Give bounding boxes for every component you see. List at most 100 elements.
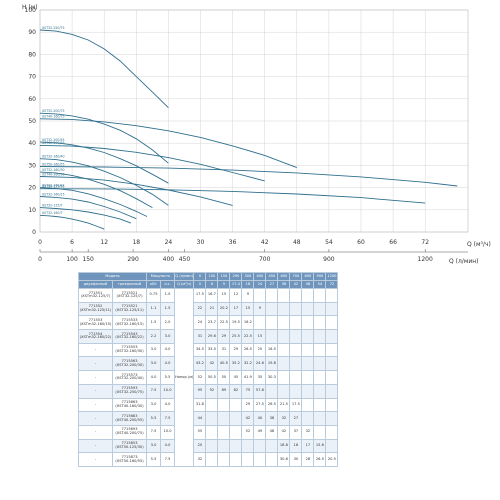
- table-row: -7715563 (XST32-200/30) 3.0 4.0 43.2 42 40.5 35…: [78, 356, 339, 372]
- head-value: 15: [253, 329, 267, 344]
- head-value: 20.5: [325, 452, 339, 467]
- head-value: [265, 301, 279, 317]
- head-value: [313, 370, 327, 385]
- head-value: 42: [277, 424, 291, 440]
- head-value: 52: [241, 424, 255, 440]
- plot-frame: [39, 9, 469, 233]
- x-tick-label-m3h: 12: [100, 239, 108, 246]
- power-hp: 10.0: [160, 424, 175, 440]
- series-curve: [39, 158, 169, 206]
- chart-curves: [39, 29, 458, 230]
- head-value: [325, 383, 339, 399]
- x-tick-label-m3h: 6: [70, 239, 74, 246]
- power-hp: 4.0: [160, 397, 175, 413]
- x-tick-label-m3h: 54: [325, 239, 333, 246]
- power-kw: 3.0: [146, 397, 161, 413]
- head-value: 44: [193, 411, 207, 426]
- head-value: [229, 452, 243, 467]
- head-value: 16.5: [265, 342, 279, 358]
- head-value: [325, 356, 339, 372]
- head-value: 17: [301, 438, 315, 454]
- model-single-phase: -: [78, 438, 113, 454]
- head-value: [325, 411, 339, 426]
- power-kw: 2.2: [146, 329, 161, 344]
- head-value: [289, 301, 303, 317]
- header-cell: 72: [325, 280, 339, 289]
- head-value: 89: [217, 383, 231, 399]
- head-value: [325, 315, 339, 331]
- head-value: [253, 315, 267, 331]
- header-cell: 36: [277, 280, 291, 289]
- head-value: [313, 397, 327, 413]
- head-value: 92: [205, 383, 219, 399]
- head-value: 95: [193, 383, 207, 399]
- table-row: -7715553 (XST32-160/30) 3.0 4.0 34.5 33.5 31 29…: [78, 342, 339, 358]
- head-value: [277, 301, 291, 317]
- head-value: [241, 452, 255, 467]
- series-label: XST40-200/55: [42, 141, 65, 145]
- head-value: [313, 356, 327, 372]
- head-value: 22: [193, 301, 207, 317]
- x-tick-label-lpm: 900: [323, 256, 335, 263]
- head-value: 42: [205, 356, 219, 372]
- header-cell: 54: [313, 280, 327, 289]
- header-cell: двухфазный: [78, 280, 113, 289]
- head-value: [265, 315, 279, 331]
- chart-axes: 0 10 20 30 40 50 60 70 80 90 100 0 6 12 18 24 30 36 42 48 54…: [25, 7, 469, 263]
- pump-performance-table: Модель Мощность Q (л/мин) 0 100 150 290 …: [78, 272, 339, 467]
- head-value: 55: [193, 424, 207, 440]
- table-header: Модель Мощность Q (л/мин) 0 100 150 290 …: [78, 272, 339, 289]
- head-value: 29.6: [205, 329, 219, 344]
- head-value: [253, 452, 267, 467]
- head-value: [325, 329, 339, 344]
- y-tick-label: 70: [28, 74, 36, 81]
- header-cell: 17.4: [229, 280, 243, 289]
- model-single-phase: -: [78, 452, 113, 467]
- table-row: -7715593 (XST32-250/75) 7.5 10.0 95 92 89 82 75 5…: [78, 383, 339, 399]
- header-cell: 18: [241, 280, 255, 289]
- head-value: [217, 438, 231, 454]
- x-tick-label-m3h: 66: [389, 239, 397, 246]
- head-value: [253, 288, 267, 303]
- x-tick-label-m3h: 18: [132, 239, 140, 246]
- head-value: [289, 383, 303, 399]
- head-value: 18.8: [277, 438, 291, 454]
- head-value: 32: [193, 452, 207, 467]
- head-value: [301, 342, 315, 358]
- power-hp: 1.0: [160, 288, 175, 303]
- head-value: [217, 452, 231, 467]
- model-single-phase: -: [78, 370, 113, 385]
- series-curve: [39, 118, 297, 169]
- head-value: [265, 452, 279, 467]
- head-value: [241, 438, 255, 454]
- head-value: 52: [193, 370, 207, 385]
- head-value: [301, 288, 315, 303]
- head-value: 28: [301, 452, 315, 467]
- header-cell: кВт: [146, 280, 161, 289]
- header-cell: 700: [289, 272, 303, 281]
- series-label: XST32-200/75: [42, 109, 65, 113]
- head-value: [265, 329, 279, 344]
- head-value: 40: [253, 411, 267, 426]
- series-label: XST50-125/55: [42, 185, 65, 189]
- x-tick-label-lpm: 150: [82, 256, 94, 263]
- head-value: [205, 397, 219, 413]
- model-three-phase: 7715521 (XST32-125/7): [112, 288, 147, 303]
- head-value: 32.2: [241, 356, 255, 372]
- head-value: 40.5: [217, 356, 231, 372]
- head-value: [301, 315, 315, 331]
- header-cell: 0: [193, 280, 207, 289]
- x-tick-label-lpm: 400: [163, 256, 175, 263]
- header-row-2: двухфазный трехфазный кВт л.с. Q (м³/ч) …: [78, 280, 339, 289]
- header-power: Мощность: [146, 272, 175, 281]
- head-value: [313, 288, 327, 303]
- table-row: 771553 (XSTm32-160/15) 7715533 (XST32-160/1…: [78, 315, 339, 331]
- x-tick-label-m3h: 36: [229, 239, 237, 246]
- head-value: 17.5: [193, 288, 207, 303]
- head-value: [289, 356, 303, 372]
- head-value: 42: [241, 411, 255, 426]
- header-cell: 6: [205, 280, 219, 289]
- power-kw: 4.0: [146, 370, 161, 385]
- model-single-phase: -: [78, 411, 113, 426]
- head-value: 50: [217, 370, 231, 385]
